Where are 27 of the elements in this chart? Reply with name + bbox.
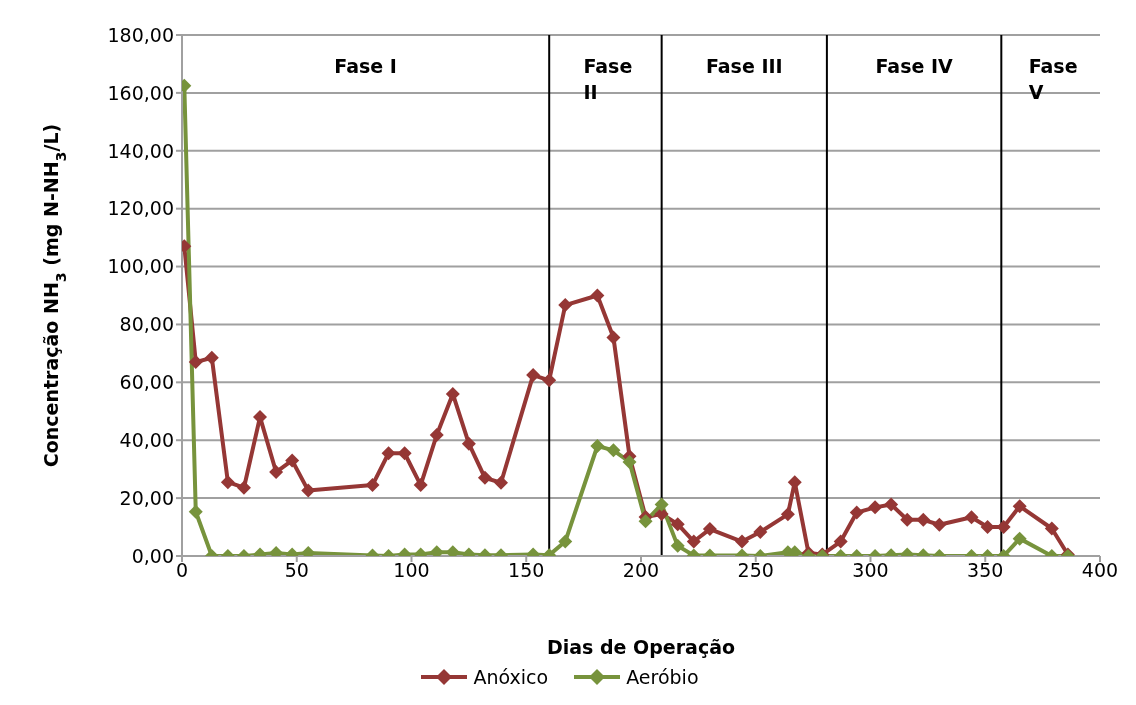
y-tick-label: 180,00 — [107, 23, 174, 46]
y-tick-label: 0,00 — [131, 544, 174, 567]
y-tick-label: 140,00 — [107, 139, 174, 162]
y-tick-label: 100,00 — [107, 255, 174, 278]
x-tick-label: 200 — [622, 559, 660, 582]
x-tick-label: 300 — [852, 559, 889, 582]
annotation: Fase IV — [875, 55, 954, 77]
x-tick-label: 400 — [1081, 559, 1119, 582]
y-tick-label: 160,00 — [107, 81, 174, 104]
y-tick-label: 20,00 — [119, 486, 174, 509]
x-axis-title: Dias de Operação — [546, 636, 736, 658]
x-tick-label: 150 — [508, 559, 545, 582]
x-tick-label: 250 — [737, 559, 774, 582]
y-tick-label: 80,00 — [119, 313, 174, 336]
x-tick-label: 50 — [284, 559, 309, 582]
annotation: Fase I — [334, 55, 397, 77]
y-tick-label: 60,00 — [119, 371, 174, 394]
annotation: Fase II — [583, 55, 633, 103]
annotation: Fase III — [705, 55, 783, 77]
x-tick-label: 350 — [967, 559, 1004, 582]
x-tick-label: 0 — [175, 559, 189, 582]
legend-label: Aeróbio — [626, 666, 699, 688]
annotation: Fase V — [1028, 55, 1078, 103]
y-tick-label: 40,00 — [119, 428, 174, 451]
x-tick-label: 100 — [393, 559, 430, 582]
y-tick-label: 120,00 — [107, 197, 174, 220]
legend-label: Anóxico — [473, 666, 549, 688]
